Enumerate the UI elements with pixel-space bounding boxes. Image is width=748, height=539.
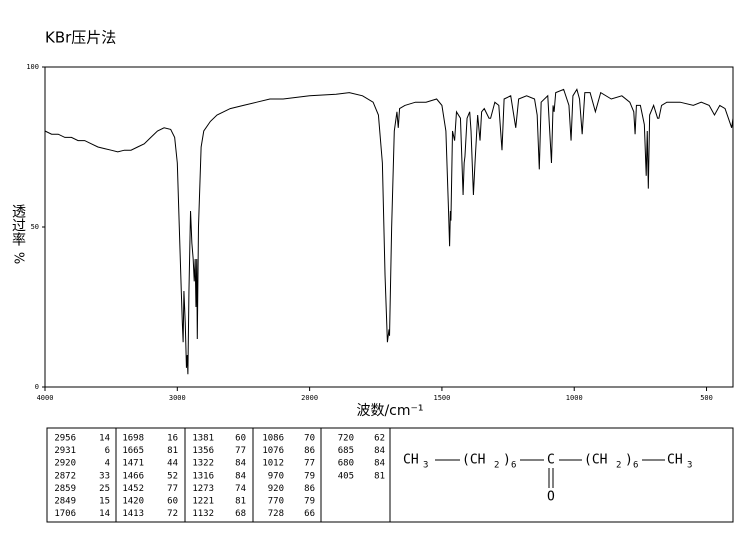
structure: CH 3 (CH 2 ) 6 C (CH 2 ) 6 CH 3 O <box>403 453 692 505</box>
peak-wavenumber: 770 <box>268 497 284 507</box>
peak-wavenumber: 1452 <box>122 484 144 494</box>
peak-transmittance: 14 <box>99 434 110 444</box>
peak-wavenumber: 1132 <box>192 509 214 519</box>
atom: CH <box>403 453 419 468</box>
peak-wavenumber: 2872 <box>54 471 76 481</box>
peak-transmittance: 77 <box>235 446 246 456</box>
peak-transmittance: 84 <box>374 459 385 469</box>
peak-transmittance: 72 <box>167 509 178 519</box>
peak-wavenumber: 1221 <box>192 497 214 507</box>
y-tick-label: 0 <box>35 383 39 391</box>
peak-transmittance: 6 <box>105 446 110 456</box>
peak-transmittance: 16 <box>167 434 178 444</box>
peak-transmittance: 79 <box>304 497 315 507</box>
peak-transmittance: 52 <box>167 471 178 481</box>
peak-wavenumber: 1356 <box>192 446 214 456</box>
peak-transmittance: 33 <box>99 471 110 481</box>
peak-wavenumber: 1381 <box>192 434 214 444</box>
peak-wavenumber: 2920 <box>54 459 76 469</box>
subscript: 2 <box>494 461 499 471</box>
peak-wavenumber: 685 <box>338 446 354 456</box>
x-tick-label: 3000 <box>169 394 186 402</box>
peak-transmittance: 66 <box>304 509 315 519</box>
peak-wavenumber: 970 <box>268 471 284 481</box>
spectrum-line <box>44 88 734 375</box>
peak-wavenumber: 1322 <box>192 459 214 469</box>
peak-wavenumber: 1665 <box>122 446 144 456</box>
x-tick-label: 2000 <box>301 394 318 402</box>
peak-wavenumber: 1076 <box>262 446 284 456</box>
plot-frame <box>44 66 734 388</box>
peak-transmittance: 84 <box>235 471 246 481</box>
peak-wavenumber: 1012 <box>262 459 284 469</box>
peak-transmittance: 74 <box>235 484 246 494</box>
peak-wavenumber: 720 <box>338 434 354 444</box>
peak-wavenumber: 2859 <box>54 484 76 494</box>
x-label: 波数/cm⁻¹ <box>356 403 423 419</box>
peak-transmittance: 60 <box>167 497 178 507</box>
peak-wavenumber: 680 <box>338 459 354 469</box>
atom: CH <box>667 453 683 468</box>
peak-transmittance: 14 <box>99 509 110 519</box>
peak-transmittance: 77 <box>167 484 178 494</box>
peak-wavenumber: 1273 <box>192 484 214 494</box>
peak-transmittance: 81 <box>167 446 178 456</box>
chart-title: KBr压片法 <box>45 29 116 47</box>
x-tick-label: 4000 <box>37 394 54 402</box>
peak-transmittance: 44 <box>167 459 178 469</box>
subscript: 3 <box>687 461 692 471</box>
atom: ) <box>503 453 511 468</box>
peak-transmittance: 15 <box>99 497 110 507</box>
peak-wavenumber: 2849 <box>54 497 76 507</box>
x-tick-label: 1000 <box>566 394 583 402</box>
x-tick-label: 500 <box>700 394 713 402</box>
peak-transmittance: 70 <box>304 434 315 444</box>
peak-transmittance: 86 <box>304 446 315 456</box>
peak-wavenumber: 1698 <box>122 434 144 444</box>
atom: (CH <box>462 453 485 468</box>
x-tick-label: 1500 <box>433 394 450 402</box>
peak-transmittance: 62 <box>374 434 385 444</box>
atom: C <box>547 453 555 468</box>
atom: O <box>547 490 555 505</box>
peak-transmittance: 4 <box>105 459 110 469</box>
peak-wavenumber: 728 <box>268 509 284 519</box>
peak-transmittance: 86 <box>304 484 315 494</box>
y-tick-label: 100 <box>26 63 39 71</box>
peak-wavenumber: 2931 <box>54 446 76 456</box>
subscript: 6 <box>511 461 516 471</box>
peak-transmittance: 81 <box>374 471 385 481</box>
peak-transmittance: 60 <box>235 434 246 444</box>
peak-wavenumber: 405 <box>338 471 354 481</box>
peak-transmittance: 81 <box>235 497 246 507</box>
peak-wavenumber: 1316 <box>192 471 214 481</box>
peak-transmittance: 84 <box>374 446 385 456</box>
peak-wavenumber: 1420 <box>122 497 144 507</box>
peak-wavenumber: 2956 <box>54 434 76 444</box>
atom: (CH <box>584 453 607 468</box>
subscript: 2 <box>616 461 621 471</box>
y-tick-label: 50 <box>31 223 39 231</box>
peak-transmittance: 77 <box>304 459 315 469</box>
peak-wavenumber: 1706 <box>54 509 76 519</box>
peak-wavenumber: 1086 <box>262 434 284 444</box>
peak-transmittance: 79 <box>304 471 315 481</box>
peak-wavenumber: 1466 <box>122 471 144 481</box>
subscript: 3 <box>423 461 428 471</box>
y-unit: % <box>11 252 26 264</box>
subscript: 6 <box>633 461 638 471</box>
atom: ) <box>625 453 633 468</box>
peak-wavenumber: 1471 <box>122 459 144 469</box>
peak-wavenumber: 1413 <box>122 509 144 519</box>
peak-transmittance: 84 <box>235 459 246 469</box>
peak-wavenumber: 920 <box>268 484 284 494</box>
peak-transmittance: 68 <box>235 509 246 519</box>
y-label: 透过率 <box>10 204 26 246</box>
peak-transmittance: 25 <box>99 484 110 494</box>
